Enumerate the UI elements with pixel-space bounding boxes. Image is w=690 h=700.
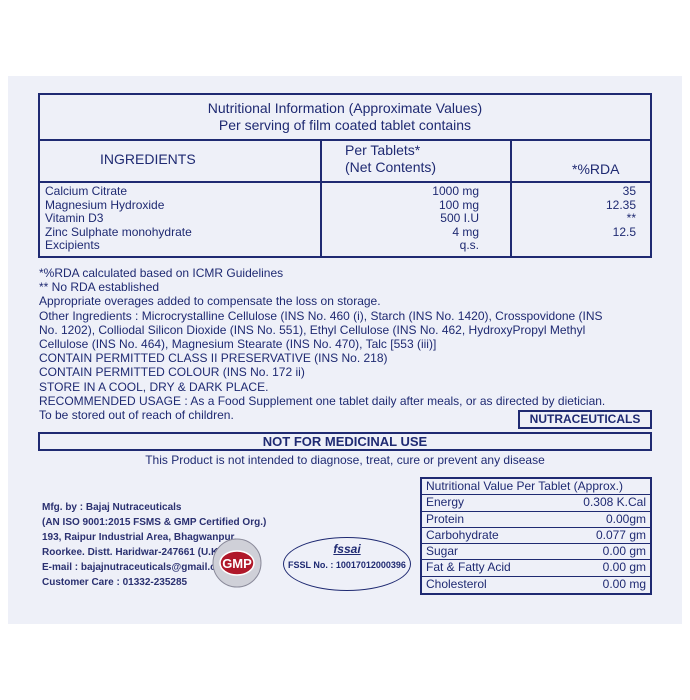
nutrient-value: 0.00 mg [602,576,646,591]
header-rda: *%RDA [572,161,620,177]
header-ingredients: INGREDIENTS [100,151,196,167]
nutrient-value: 0.00 gm [602,544,646,559]
note-line: ** No RDA established [39,280,160,295]
nutrition-row: Energy 0.308 K.Cal [422,495,650,512]
title-line-1: Nutritional Information (Approximate Val… [207,100,483,116]
fssai-seal: fssai FSSL No. : 10017012000396 [283,537,411,591]
nutrition-title-text: Nutritional Value Per Tablet (Approx.) [426,479,623,493]
note-line: CONTAIN PERMITTED COLOUR (INS No. 172 ii… [39,365,305,380]
not-medicinal-banner: NOT FOR MEDICINAL USE [38,432,652,451]
nutraceuticals-badge: NUTRACEUTICALS [518,410,652,429]
nutrition-table: Nutritional Value Per Tablet (Approx.) E… [420,477,652,596]
nutrient-value: 0.00 gm [602,560,646,575]
note-line: No. 1202), Colliodal Silicon Dioxide (IN… [39,322,586,337]
fssai-logo: fssai [333,542,361,556]
gmp-text: GMP [222,556,252,571]
ingredient-name: Magnesium Hydroxide [45,197,165,212]
manufacturer-info: Mfg. by : Bajaj Nutraceuticals (AN ISO 90… [42,500,266,590]
ingredient-rda: 12.35 [605,197,636,212]
ingredient-rda: ** [626,211,636,226]
ingredient-name: Calcium Citrate [45,184,128,198]
nutrient-name: Energy [426,495,465,510]
ingredient-amount: q.s. [459,238,479,253]
mfg-line: Customer Care : 01332-235285 [42,577,188,588]
nutrition-title: Nutritional Value Per Tablet (Approx.) [422,479,650,496]
mfg-line: E-mail : bajajnutraceuticals@gmail.com [42,562,231,573]
nutrient-name: Sugar [426,544,459,559]
ingredient-name: Vitamin D3 [45,211,104,226]
ingredient-amount: 100 mg [438,197,479,212]
note-line: STORE IN A COOL, DRY & DARK PLACE. [39,379,269,394]
note-line: Appropriate overages added to compensate… [39,294,381,309]
nutrient-name: Protein [426,511,465,526]
ingredient-name: Excipients [45,238,100,253]
table-title: Nutritional Information (Approximate Val… [40,95,650,141]
ingredient-rda [512,239,636,253]
nutrition-row: Carbohydrate 0.077 gm [422,527,650,545]
nutrient-value: 0.00gm [605,511,646,526]
note-line: *%RDA calculated based on ICMR Guideline… [39,266,284,280]
mfg-line: Roorkee. Distt. Haridwar-247661 (U.K.) [42,547,225,558]
header-net-contents: (Net Contents) [345,159,437,175]
header-per-tablet: Per Tablets* [345,142,421,158]
note-line: CONTAIN PERMITTED CLASS II PRESERVATIVE … [39,351,388,366]
title-line-2: Per serving of film coated tablet contai… [218,117,472,133]
note-line: Cellulose (INS No. 464), Magnesium Stear… [39,337,437,352]
ingredient-amount: 4 mg [452,224,479,239]
nutrient-value: 0.077 gm [595,527,646,542]
divider [510,141,512,256]
nutrition-row: Sugar 0.00 gm [422,544,650,561]
label-card [8,76,682,624]
nutrition-row: Protein 0.00gm [422,512,650,528]
mfg-line: Mfg. by : Bajaj Nutraceuticals [42,502,182,513]
divider [40,181,650,183]
nutrient-name: Cholesterol [426,576,487,591]
mfg-line: 193, Raipur Industrial Area, Bhagwanpur, [42,532,237,543]
nutrition-row: Cholesterol 0.00 mg [422,577,650,593]
gmp-logo: GMP [212,538,262,588]
nutrient-name: Carbohydrate [426,527,499,542]
ingredient-amount: 500 I.U [440,211,479,226]
notes: *%RDA calculated based on ICMR Guideline… [39,266,659,422]
ingredient-rda: 35 [622,184,636,198]
note-line: To be stored out of reach of children. [39,408,234,423]
ingredient-amount: 1000 mg [432,184,479,198]
note-line: RECOMMENDED USAGE : As a Food Supplement… [39,393,606,408]
disclaimer: This Product is not intended to diagnose… [145,453,545,467]
note-line: Other Ingredients : Microcrystalline Cel… [39,308,603,323]
ingredient-name: Zinc Sulphate monohydrate [45,224,192,239]
nutrition-row: Fat & Fatty Acid 0.00 gm [422,560,650,577]
mfg-line: (AN ISO 9001:2015 FSMS & GMP Certified O… [42,517,267,528]
nutrient-value: 0.308 K.Cal [583,495,646,510]
ingredients-table: Nutritional Information (Approximate Val… [38,93,652,258]
divider [320,141,322,256]
fssl-number: FSSL No. : 10017012000396 [288,560,406,570]
ingredient-rda: 12.5 [612,224,636,239]
nutrient-name: Fat & Fatty Acid [426,560,511,575]
